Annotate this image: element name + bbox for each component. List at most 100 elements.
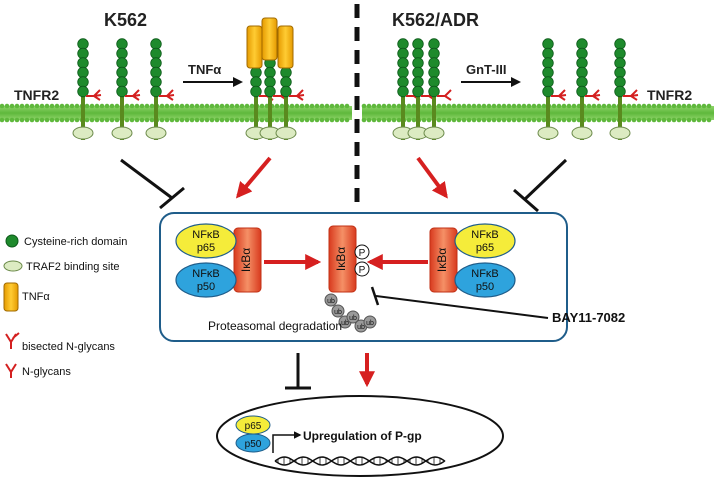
lipid-head: [611, 117, 617, 123]
cysteine-domain-icon: [428, 38, 440, 50]
lipid-head: [164, 117, 170, 123]
lipid-head: [84, 117, 90, 123]
lipid-head: [14, 117, 20, 123]
lipid-head: [371, 117, 377, 123]
cysteine-domain-icon: [116, 38, 128, 50]
lipid-head: [244, 103, 250, 109]
lipid-head: [309, 103, 315, 109]
cysteine-domain-icon: [116, 66, 128, 79]
phosphate-1-label: P: [359, 248, 366, 259]
lipid-head: [591, 117, 597, 123]
p50-right-nfkb-label: NFκB: [471, 268, 499, 280]
lipid-head: [274, 117, 280, 123]
lipid-head: [304, 117, 310, 123]
cysteine-domain-icon: [77, 76, 89, 88]
lipid-head: [556, 117, 562, 123]
lipid-head: [636, 117, 642, 123]
traf2-site-icon: [571, 126, 593, 140]
p65-right: [454, 223, 516, 259]
lipid-head: [34, 117, 40, 123]
legend-pale-oval-icon: [3, 260, 23, 272]
lipid-head: [134, 117, 140, 123]
cysteine-domain-icon: [116, 76, 128, 88]
lipid-head: [606, 103, 612, 109]
cysteine-domain-icon: [542, 76, 554, 88]
lipid-head: [631, 117, 637, 123]
lipid-head: [89, 117, 95, 123]
lipid-head: [501, 103, 507, 109]
lipid-head: [314, 103, 320, 109]
membrane-band: [0, 106, 352, 120]
cysteine-domain-icon: [264, 85, 276, 98]
lipid-head: [194, 117, 200, 123]
lipid-head: [376, 117, 382, 123]
lipid-head: [666, 117, 672, 123]
lipid-head: [224, 103, 230, 109]
lipid-head: [661, 117, 667, 123]
p65-left: [175, 223, 237, 259]
traf2-site-icon: [537, 126, 559, 140]
lipid-head: [691, 117, 697, 123]
lipid-head: [626, 117, 632, 123]
cysteine-domain-icon: [150, 85, 162, 98]
lipid-head: [706, 117, 712, 123]
inhibitor-label: BAY11-7082: [552, 310, 625, 325]
lipid-head: [491, 103, 497, 109]
lipid-head: [446, 117, 452, 123]
traf2-site-icon: [72, 126, 94, 140]
lipid-head: [381, 103, 387, 109]
lipid-head: [59, 103, 65, 109]
lipid-head: [144, 103, 150, 109]
lipid-head: [289, 103, 295, 109]
lipid-head: [516, 103, 522, 109]
cysteine-domain-icon: [428, 57, 440, 69]
lipid-head: [566, 117, 572, 123]
lipid-head: [371, 103, 377, 109]
cysteine-domain-icon: [542, 66, 554, 79]
lipid-head: [29, 103, 35, 109]
lipid-head: [234, 117, 240, 123]
lipid-head: [536, 103, 542, 109]
lipid-head: [19, 103, 25, 109]
lipid-head: [396, 117, 402, 123]
ubiquitin-icon: [324, 293, 338, 307]
lipid-head: [204, 103, 210, 109]
lipid-head: [334, 103, 340, 109]
cysteine-domain-icon: [280, 66, 292, 79]
lipid-head: [481, 117, 487, 123]
gnt-arrow-label: GnT-III: [466, 62, 506, 77]
cysteine-domain-icon: [614, 85, 626, 98]
lipid-head: [169, 103, 175, 109]
lipid-head: [189, 103, 195, 109]
lipid-head: [249, 103, 255, 109]
lipid-head: [259, 103, 265, 109]
lipid-head: [44, 103, 50, 109]
lipid-head: [471, 117, 477, 123]
lipid-head: [214, 117, 220, 123]
nfkb-complex-left: IκBα NFκB p65 NFκB p50: [175, 223, 262, 298]
lipid-head: [511, 117, 517, 123]
lipid-head: [9, 117, 15, 123]
lipid-head: [244, 117, 250, 123]
lipid-head: [446, 103, 452, 109]
lipid-head: [641, 117, 647, 123]
lipid-head: [199, 117, 205, 123]
membrane-left: [0, 103, 352, 123]
lipid-head: [249, 117, 255, 123]
lipid-head: [606, 117, 612, 123]
cysteine-domain-icon: [77, 47, 89, 60]
lipid-head: [381, 117, 387, 123]
p65-left-nfkb-label: NFκB: [192, 229, 220, 241]
lipid-head: [521, 103, 527, 109]
cysteine-domain-icon: [116, 57, 128, 69]
ubiquitin-label: ub: [349, 315, 357, 322]
ikba-right-label: IκBα: [435, 248, 449, 272]
phosphate-2-label: P: [359, 265, 366, 276]
legend-label-nglycan: N-glycans: [22, 366, 71, 378]
lipid-head: [681, 103, 687, 109]
cysteine-domain-icon: [280, 76, 292, 88]
lipid-head: [169, 117, 175, 123]
legend-label-bisected: bisected N-glycans: [22, 341, 115, 353]
ubiquitin-label: ub: [341, 320, 349, 327]
cysteine-domain-icon: [77, 38, 89, 50]
